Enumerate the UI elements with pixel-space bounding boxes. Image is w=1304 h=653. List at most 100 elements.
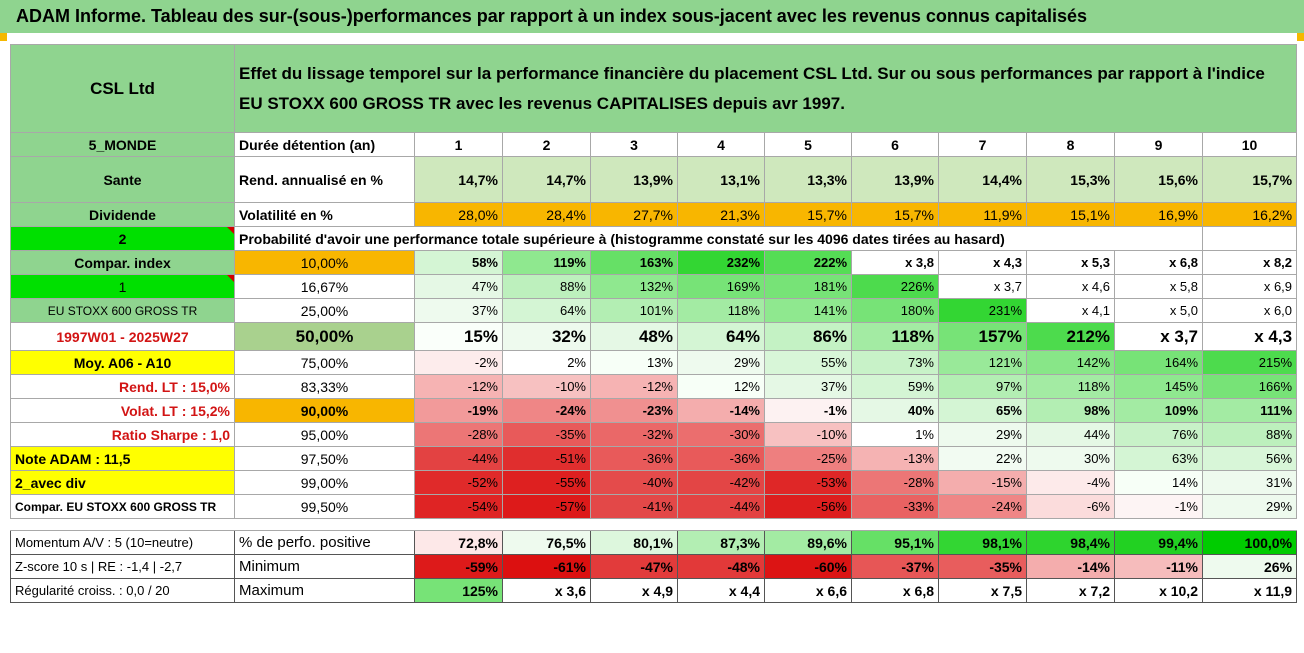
value-cell[interactable]: 141% bbox=[764, 298, 852, 323]
value-cell[interactable]: 37% bbox=[414, 298, 503, 323]
value-cell[interactable]: 5 bbox=[764, 132, 852, 157]
value-cell[interactable]: 15,7% bbox=[1201, 156, 1298, 203]
value-cell[interactable]: 29% bbox=[677, 350, 765, 375]
value-cell[interactable]: x 7,2 bbox=[1026, 578, 1115, 603]
value-cell[interactable]: 98% bbox=[1026, 398, 1115, 423]
value-cell[interactable]: -19% bbox=[414, 398, 503, 423]
value-cell[interactable]: -48% bbox=[677, 554, 765, 579]
quantile-cell[interactable]: 16,67% bbox=[234, 274, 415, 299]
value-cell[interactable]: -28% bbox=[414, 422, 503, 447]
value-cell[interactable]: 97% bbox=[938, 374, 1027, 399]
value-cell[interactable]: -15% bbox=[938, 470, 1027, 495]
value-cell[interactable]: -2% bbox=[414, 350, 503, 375]
value-cell[interactable]: -25% bbox=[764, 446, 852, 471]
value-cell[interactable]: 1% bbox=[851, 422, 939, 447]
value-cell[interactable]: x 8,2 bbox=[1201, 250, 1298, 275]
value-cell[interactable]: 164% bbox=[1114, 350, 1203, 375]
value-cell[interactable]: x 3,7 bbox=[938, 274, 1027, 299]
value-cell[interactable]: -28% bbox=[851, 470, 939, 495]
value-cell[interactable]: 95,1% bbox=[851, 530, 939, 555]
quantile-cell[interactable]: 95,00% bbox=[234, 422, 415, 447]
value-cell[interactable]: 119% bbox=[502, 250, 591, 275]
row-label[interactable]: Ratio Sharpe : 1,0 bbox=[10, 422, 235, 447]
value-cell[interactable]: 27,7% bbox=[590, 202, 678, 227]
row-label[interactable]: Volat. LT : 15,2% bbox=[10, 398, 235, 423]
empty-cell[interactable] bbox=[1201, 226, 1298, 251]
value-cell[interactable]: 29% bbox=[1201, 494, 1298, 519]
quantile-cell[interactable]: 97,50% bbox=[234, 446, 415, 471]
value-cell[interactable]: x 6,8 bbox=[851, 578, 939, 603]
value-cell[interactable]: 15,7% bbox=[764, 202, 852, 227]
value-cell[interactable]: -14% bbox=[1026, 554, 1115, 579]
quantile-cell[interactable]: 50,00% bbox=[234, 322, 415, 351]
value-cell[interactable]: 166% bbox=[1201, 374, 1298, 399]
value-cell[interactable]: 15,6% bbox=[1114, 156, 1203, 203]
stat-metric[interactable]: % de perfo. positive bbox=[234, 530, 415, 555]
value-cell[interactable]: 101% bbox=[590, 298, 678, 323]
value-cell[interactable]: 14,7% bbox=[502, 156, 591, 203]
value-cell[interactable]: -12% bbox=[590, 374, 678, 399]
value-cell[interactable]: x 4,3 bbox=[1201, 322, 1298, 351]
value-cell[interactable]: -32% bbox=[590, 422, 678, 447]
quantile-cell[interactable]: 83,33% bbox=[234, 374, 415, 399]
value-cell[interactable]: -13% bbox=[851, 446, 939, 471]
value-cell[interactable]: -30% bbox=[677, 422, 765, 447]
value-cell[interactable]: x 3,8 bbox=[851, 250, 939, 275]
value-cell[interactable]: 163% bbox=[590, 250, 678, 275]
value-cell[interactable]: 15,3% bbox=[1026, 156, 1115, 203]
value-cell[interactable]: -40% bbox=[590, 470, 678, 495]
value-cell[interactable]: 28,0% bbox=[414, 202, 503, 227]
value-cell[interactable]: x 6,0 bbox=[1201, 298, 1298, 323]
value-cell[interactable]: -37% bbox=[851, 554, 939, 579]
value-cell[interactable]: -53% bbox=[764, 470, 852, 495]
value-cell[interactable]: 109% bbox=[1114, 398, 1203, 423]
value-cell[interactable]: -61% bbox=[502, 554, 591, 579]
value-cell[interactable]: 118% bbox=[1026, 374, 1115, 399]
row-label[interactable]: 1 bbox=[10, 274, 235, 299]
value-cell[interactable]: -56% bbox=[764, 494, 852, 519]
value-cell[interactable]: 98,4% bbox=[1026, 530, 1115, 555]
value-cell[interactable]: -33% bbox=[851, 494, 939, 519]
value-cell[interactable]: 6 bbox=[851, 132, 939, 157]
value-cell[interactable]: 89,6% bbox=[764, 530, 852, 555]
stat-label[interactable]: Momentum A/V : 5 (10=neutre) bbox=[10, 530, 235, 555]
value-cell[interactable]: 28,4% bbox=[502, 202, 591, 227]
value-cell[interactable]: 37% bbox=[764, 374, 852, 399]
value-cell[interactable]: -12% bbox=[414, 374, 503, 399]
value-cell[interactable]: 87,3% bbox=[677, 530, 765, 555]
value-cell[interactable]: 226% bbox=[851, 274, 939, 299]
value-cell[interactable]: 180% bbox=[851, 298, 939, 323]
row-metric[interactable]: Rend. annualisé en % bbox=[234, 156, 415, 203]
value-cell[interactable]: 121% bbox=[938, 350, 1027, 375]
value-cell[interactable]: x 3,6 bbox=[502, 578, 591, 603]
quantile-cell[interactable]: 75,00% bbox=[234, 350, 415, 375]
value-cell[interactable]: 222% bbox=[764, 250, 852, 275]
value-cell[interactable]: 2% bbox=[502, 350, 591, 375]
probability-index[interactable]: 2 bbox=[10, 226, 235, 251]
value-cell[interactable]: 1 bbox=[414, 132, 503, 157]
value-cell[interactable]: 63% bbox=[1114, 446, 1203, 471]
value-cell[interactable]: -10% bbox=[502, 374, 591, 399]
value-cell[interactable]: 9 bbox=[1114, 132, 1203, 157]
value-cell[interactable]: -57% bbox=[502, 494, 591, 519]
value-cell[interactable]: 88% bbox=[502, 274, 591, 299]
value-cell[interactable]: 2 bbox=[502, 132, 591, 157]
value-cell[interactable]: 30% bbox=[1026, 446, 1115, 471]
value-cell[interactable]: -6% bbox=[1026, 494, 1115, 519]
value-cell[interactable]: 14% bbox=[1114, 470, 1203, 495]
value-cell[interactable]: -11% bbox=[1114, 554, 1203, 579]
value-cell[interactable]: 64% bbox=[502, 298, 591, 323]
value-cell[interactable]: 56% bbox=[1201, 446, 1298, 471]
value-cell[interactable]: x 3,7 bbox=[1114, 322, 1203, 351]
stat-label[interactable]: Régularité croiss. : 0,0 / 20 bbox=[10, 578, 235, 603]
row-label[interactable]: Note ADAM : 11,5 bbox=[10, 446, 235, 471]
value-cell[interactable]: 44% bbox=[1026, 422, 1115, 447]
value-cell[interactable]: x 11,9 bbox=[1201, 578, 1298, 603]
value-cell[interactable]: 16,9% bbox=[1114, 202, 1203, 227]
value-cell[interactable]: 15% bbox=[414, 322, 503, 351]
value-cell[interactable]: x 10,2 bbox=[1114, 578, 1203, 603]
value-cell[interactable]: 118% bbox=[851, 322, 939, 351]
stat-metric[interactable]: Minimum bbox=[234, 554, 415, 579]
value-cell[interactable]: 58% bbox=[414, 250, 503, 275]
company-name-cell[interactable]: CSL Ltd bbox=[10, 44, 235, 133]
